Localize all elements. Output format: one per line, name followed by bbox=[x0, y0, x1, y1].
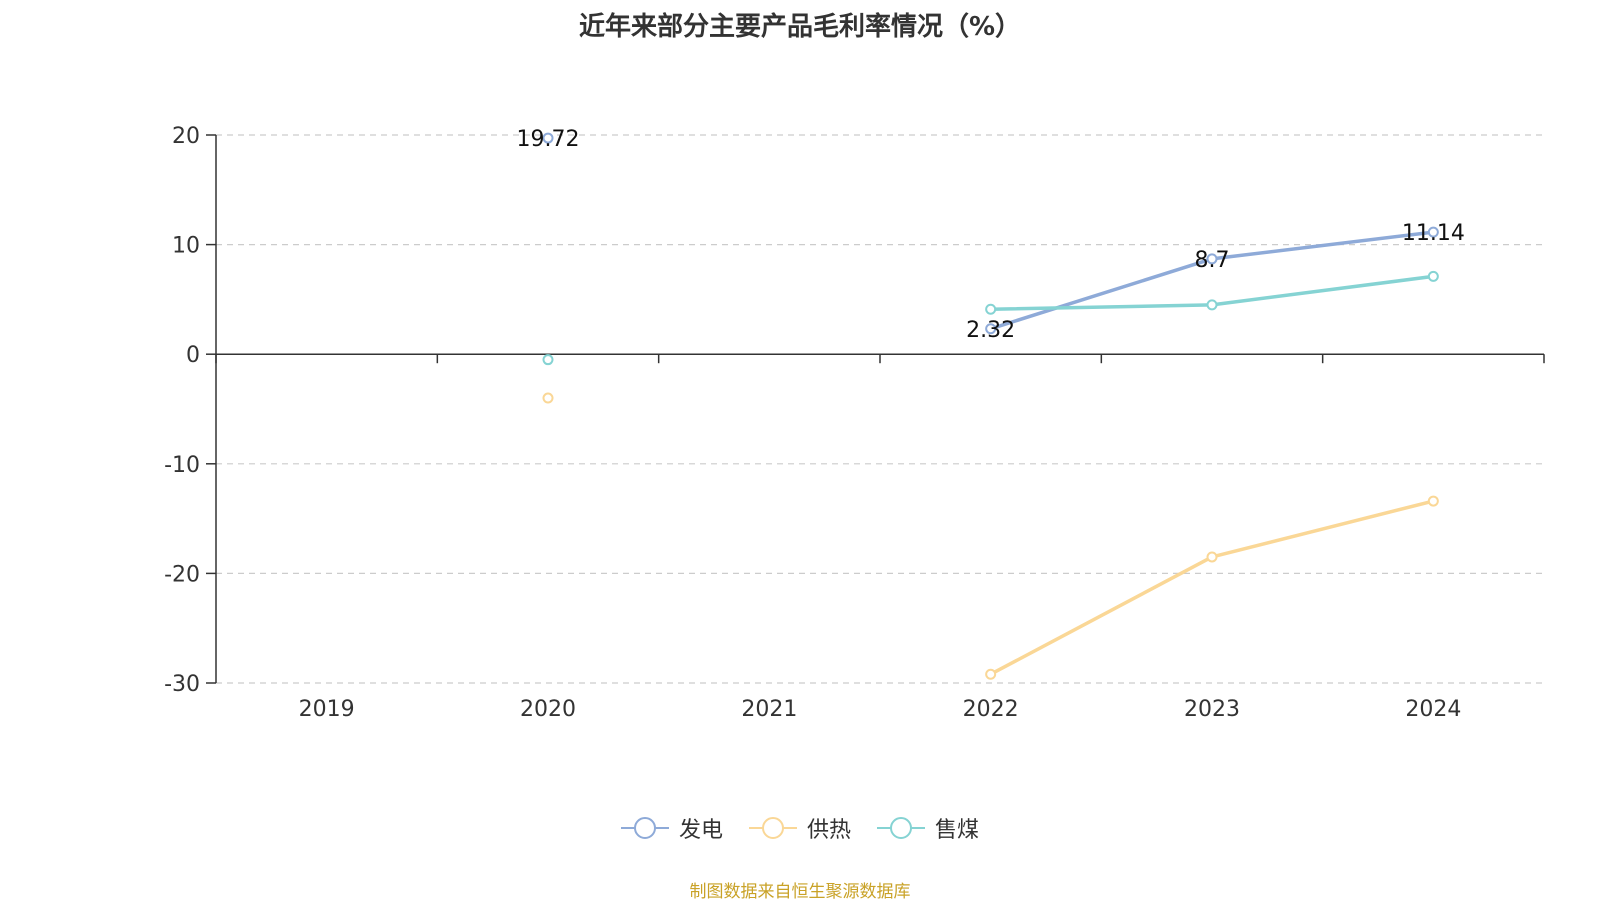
data-label: 2.32 bbox=[966, 318, 1015, 343]
y-tick-label: 10 bbox=[172, 234, 200, 259]
legend-label: 售煤 bbox=[935, 818, 980, 843]
y-tick-label: -10 bbox=[164, 453, 200, 478]
data-point bbox=[1206, 299, 1218, 311]
x-tick-label: 2023 bbox=[1184, 697, 1240, 722]
x-tick-label: 2019 bbox=[299, 697, 355, 722]
legend: 发电 供热 售煤 bbox=[0, 812, 1600, 844]
legend-item[interactable]: 供热 bbox=[748, 812, 851, 844]
axes: 20 10 0 -10 -20 -30 2019 2020 2021 2022 2023 2024 bbox=[164, 124, 1545, 722]
x-tick-label: 2022 bbox=[963, 697, 1019, 722]
source-note: 制图数据来自恒生聚源数据库 bbox=[689, 882, 911, 902]
data-point bbox=[985, 303, 997, 315]
legend-swatch-icon bbox=[877, 816, 925, 840]
data-point bbox=[542, 354, 554, 366]
legend-item[interactable]: 售煤 bbox=[877, 812, 979, 844]
y-tick-label: 20 bbox=[172, 124, 200, 149]
grid-lines bbox=[216, 134, 1544, 684]
data-point bbox=[1206, 551, 1218, 563]
data-point bbox=[542, 132, 554, 144]
series-line-2 bbox=[988, 555, 1214, 676]
series-line-1 bbox=[988, 257, 1214, 331]
data-point bbox=[985, 323, 997, 335]
y-tick-label: -30 bbox=[164, 672, 200, 697]
series-line-3 bbox=[1210, 274, 1436, 307]
series-line-3 bbox=[988, 303, 1214, 312]
data-points bbox=[542, 132, 1439, 680]
legend-label: 供热 bbox=[806, 818, 851, 843]
data-label: 11.14 bbox=[1402, 221, 1465, 246]
data-labels: 19.72 2.32 8.7 11.14 bbox=[517, 127, 1465, 343]
legend-item[interactable]: 发电 bbox=[620, 812, 723, 844]
x-tick-label: 2024 bbox=[1405, 697, 1461, 722]
data-point bbox=[542, 392, 554, 404]
legend-swatch-icon bbox=[620, 816, 669, 840]
x-tick-label: 2020 bbox=[520, 697, 576, 722]
y-tick-label: 0 bbox=[186, 343, 200, 368]
x-tick-label: 2021 bbox=[741, 697, 797, 722]
chart-title: 近年来部分主要产品毛利率情况（%） bbox=[578, 12, 1022, 42]
series-line-1 bbox=[1210, 230, 1436, 261]
y-tick-label: -20 bbox=[164, 562, 200, 587]
legend-swatch-icon bbox=[748, 816, 797, 840]
data-point bbox=[985, 668, 997, 680]
data-point bbox=[1427, 226, 1439, 238]
data-label: 8.7 bbox=[1195, 248, 1230, 273]
series-lines bbox=[988, 230, 1436, 676]
data-point bbox=[1206, 253, 1218, 265]
data-point bbox=[1427, 495, 1439, 507]
series-line-2 bbox=[1210, 499, 1436, 559]
legend-label: 发电 bbox=[678, 818, 723, 843]
data-point bbox=[1427, 270, 1439, 282]
data-label: 19.72 bbox=[517, 127, 580, 152]
